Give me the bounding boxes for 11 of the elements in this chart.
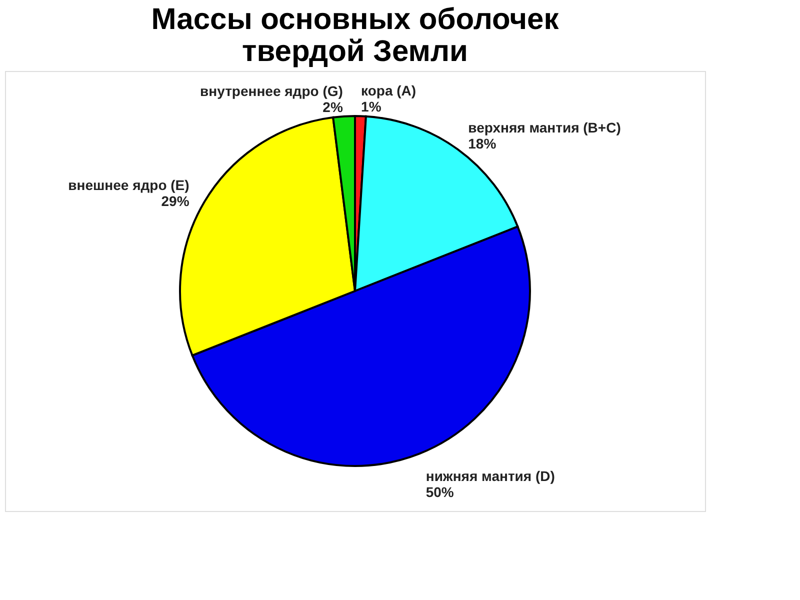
data-label: 1% <box>361 98 382 115</box>
data-label: 50% <box>426 484 454 500</box>
chart-title: Массы основных оболочек твердой Земли <box>151 3 560 68</box>
data-label: 2% <box>322 98 344 115</box>
data-label: 18% <box>468 135 497 152</box>
slice-label: внутреннее ядро (G) <box>200 82 343 99</box>
slice-label: внешнее ядро (E) <box>68 177 190 194</box>
slice-label: кора (A) <box>361 82 416 99</box>
slice-label: верхняя мантия (B+C) <box>468 119 621 136</box>
slice-label: нижняя мантия (D) <box>426 468 555 484</box>
data-label: 29% <box>161 193 190 210</box>
